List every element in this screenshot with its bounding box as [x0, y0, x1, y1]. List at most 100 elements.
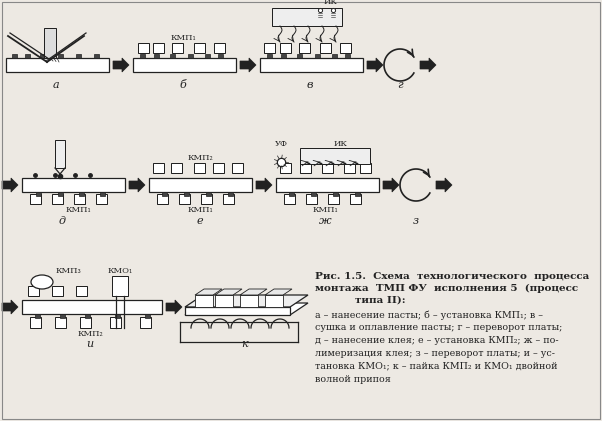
Bar [360, 163, 371, 173]
Polygon shape [129, 178, 145, 192]
Polygon shape [420, 58, 436, 72]
Bar [228, 192, 233, 196]
Bar [76, 286, 87, 296]
Bar [194, 43, 205, 53]
Bar [184, 192, 189, 196]
Bar [306, 194, 317, 204]
Bar [149, 178, 252, 192]
Bar [76, 54, 81, 58]
Bar [297, 54, 302, 58]
Text: б: б [179, 80, 187, 90]
Text: г: г [397, 80, 403, 90]
Bar [280, 43, 291, 53]
Bar [170, 54, 175, 58]
Bar [162, 192, 167, 196]
Text: и: и [87, 339, 93, 349]
Bar [154, 54, 159, 58]
Text: монтажа  ТМП ФУ  исполнения 5  (процесс: монтажа ТМП ФУ исполнения 5 (процесс [315, 284, 578, 293]
Polygon shape [215, 289, 242, 295]
Bar [145, 314, 150, 318]
Bar [58, 192, 63, 196]
Bar [201, 194, 212, 204]
Polygon shape [383, 178, 399, 192]
Polygon shape [256, 178, 272, 192]
Ellipse shape [31, 275, 53, 289]
Bar [333, 192, 338, 196]
Polygon shape [240, 295, 258, 307]
Bar [28, 286, 39, 296]
Text: в: в [307, 80, 313, 90]
Bar [138, 43, 149, 53]
Bar [55, 317, 66, 328]
Bar [350, 194, 361, 204]
Bar [140, 317, 151, 328]
Bar [44, 28, 56, 58]
Polygon shape [166, 300, 182, 314]
Polygon shape [185, 295, 308, 307]
Bar [55, 140, 65, 168]
Bar [100, 192, 105, 196]
Bar [25, 54, 30, 58]
Bar [40, 54, 45, 58]
Text: а – нанесение пасты; б – установка КМП₁; в –
сушка и оплавление пасты; г – перев: а – нанесение пасты; б – установка КМП₁;… [315, 310, 562, 384]
Polygon shape [436, 178, 452, 192]
Polygon shape [215, 295, 233, 307]
Bar [206, 192, 211, 196]
Bar [299, 43, 310, 53]
Text: УФ: УФ [275, 140, 288, 148]
Text: ИК: ИК [333, 140, 347, 148]
Bar [218, 54, 223, 58]
Polygon shape [195, 295, 213, 307]
Bar [153, 163, 164, 173]
Bar [355, 192, 360, 196]
Bar [85, 314, 90, 318]
Bar [36, 192, 41, 196]
Bar [171, 163, 182, 173]
Text: КМП₃: КМП₃ [55, 267, 81, 275]
Bar [188, 54, 193, 58]
Polygon shape [240, 289, 267, 295]
Bar [112, 276, 128, 296]
Polygon shape [367, 58, 383, 72]
Bar [115, 314, 120, 318]
Bar [52, 194, 63, 204]
Bar [153, 43, 164, 53]
Bar [58, 54, 63, 58]
Text: КМО₁: КМО₁ [107, 267, 132, 275]
Bar [140, 54, 145, 58]
Bar [79, 192, 84, 196]
Text: ИК: ИК [323, 0, 337, 6]
Bar [260, 58, 363, 72]
Bar [172, 43, 183, 53]
Bar [267, 54, 272, 58]
Polygon shape [185, 303, 308, 315]
Bar [332, 54, 337, 58]
Bar [300, 148, 370, 164]
Text: КМП₁: КМП₁ [170, 34, 196, 42]
Bar [179, 194, 190, 204]
Bar [110, 317, 121, 328]
Text: КМП₁: КМП₁ [187, 206, 213, 214]
Bar [74, 194, 85, 204]
Text: е: е [197, 216, 203, 226]
Bar [22, 300, 162, 314]
Bar [264, 43, 275, 53]
Polygon shape [113, 58, 129, 72]
Text: типа II):: типа II): [355, 296, 406, 305]
Text: ж: ж [318, 216, 331, 226]
Text: КМП₁: КМП₁ [65, 206, 91, 214]
Bar [52, 286, 63, 296]
Bar [205, 54, 210, 58]
Bar [214, 43, 225, 53]
Text: к: к [241, 339, 248, 349]
Bar [344, 163, 355, 173]
Bar [133, 58, 236, 72]
Bar [35, 314, 40, 318]
Bar [60, 314, 65, 318]
Bar [320, 43, 331, 53]
Bar [328, 194, 339, 204]
Text: д: д [58, 216, 66, 226]
Bar [6, 58, 109, 72]
Polygon shape [2, 178, 18, 192]
Bar [22, 178, 125, 192]
